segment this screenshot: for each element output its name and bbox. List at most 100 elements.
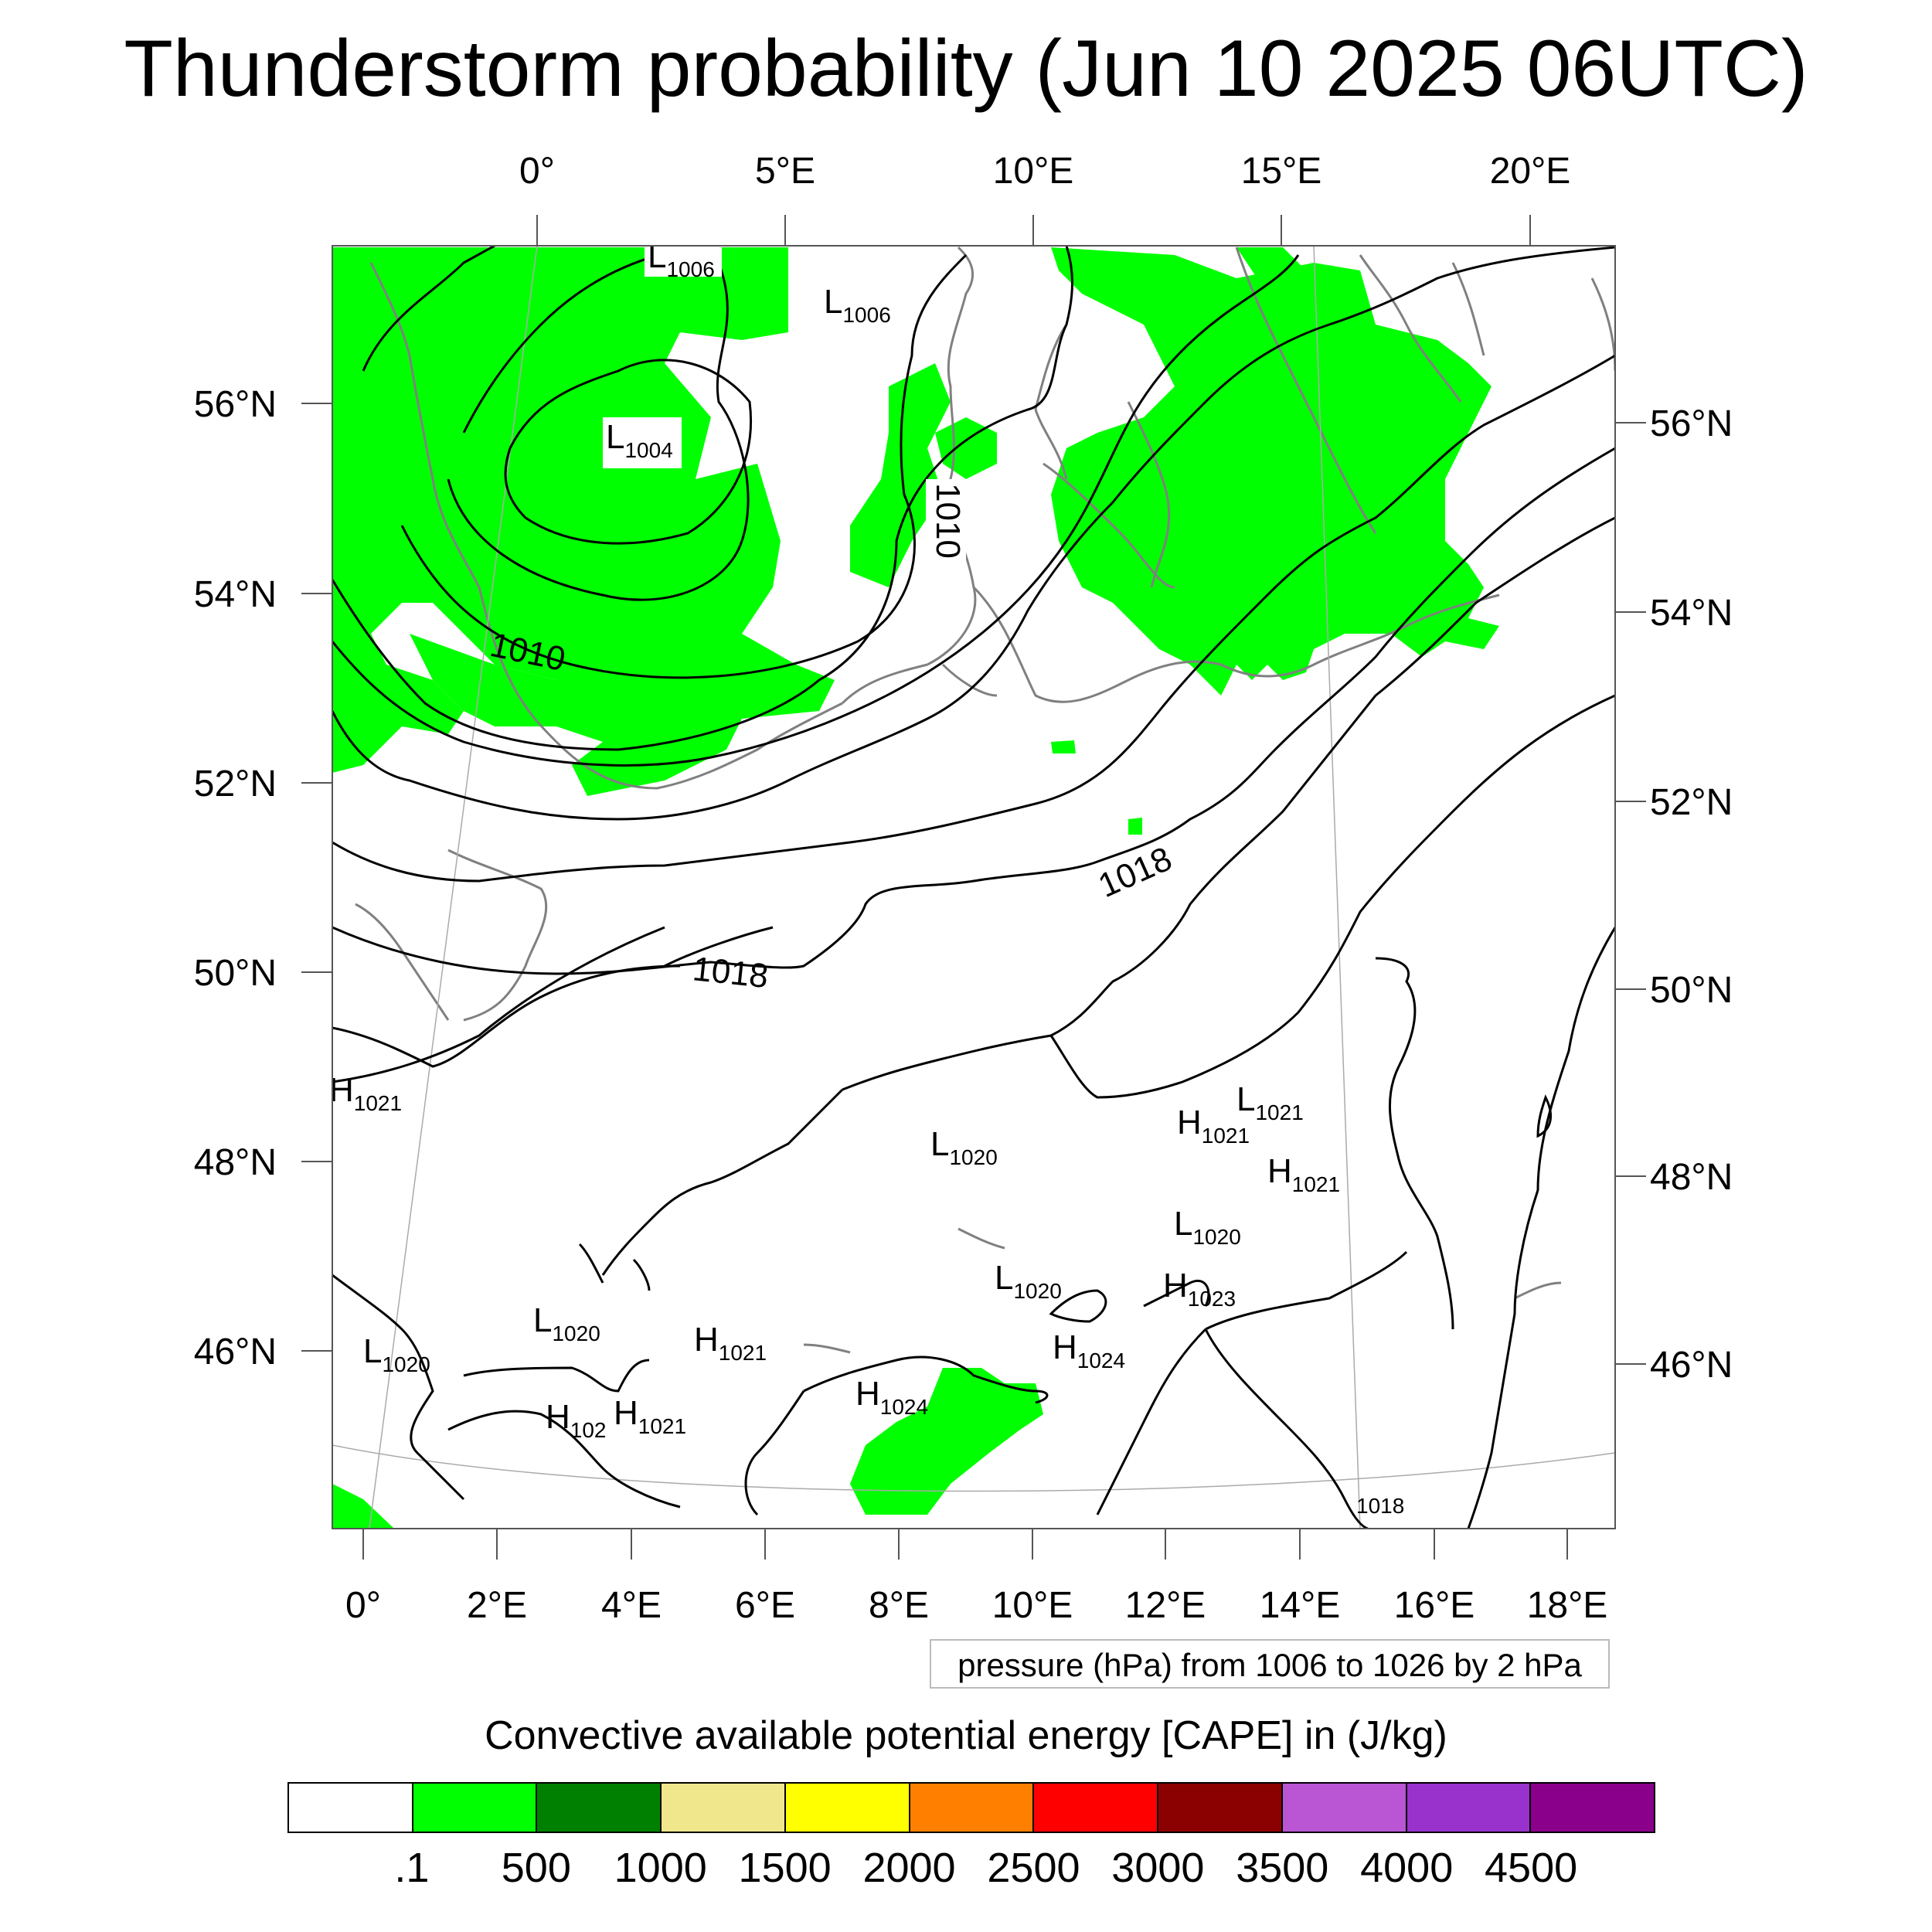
center-letter: H <box>1267 1152 1292 1190</box>
colorbar-box <box>910 1784 1035 1832</box>
bottom-lon-label: 18°E <box>1527 1585 1608 1626</box>
tick-marks <box>301 215 1646 1560</box>
svg-text:L1006: L1006 <box>648 237 715 281</box>
center-letter: H <box>614 1394 638 1432</box>
center-value: 1021 <box>1255 1100 1303 1124</box>
cape-region-alps <box>850 1368 1043 1515</box>
colorbar-labels: .1 500 1000 1500 2000 2500 3000 3500 4000 4500 <box>287 1844 1655 1898</box>
svg-text:L1006: L1006 <box>824 283 891 327</box>
center-letter: L <box>533 1301 552 1339</box>
graticule <box>332 246 1615 1529</box>
colorbar-box <box>1282 1784 1407 1832</box>
page-title: Thunderstorm probability (Jun 10 2025 06… <box>124 24 1808 114</box>
center-value: 1004 <box>624 438 672 462</box>
colorbar-label: 2000 <box>862 1845 956 1891</box>
colorbar-box <box>289 1784 413 1832</box>
svg-text:L1021: L1021 <box>1236 1080 1304 1124</box>
map-frame <box>332 245 1616 1529</box>
left-lat-label: 48°N <box>194 1142 277 1183</box>
cape-region-baltic <box>1051 247 1499 696</box>
svg-text:H1021: H1021 <box>1267 1152 1340 1196</box>
colorbar-label: 2500 <box>987 1845 1080 1891</box>
colorbar-label: 4500 <box>1485 1845 1578 1891</box>
cape-region-north-sea-2 <box>410 634 556 726</box>
svg-text:H1021: H1021 <box>1177 1104 1250 1148</box>
cape-regions <box>332 247 1499 1529</box>
colorbar-label: 1000 <box>614 1845 707 1891</box>
bottom-lon-label: 8°E <box>869 1585 929 1626</box>
center-value: 1020 <box>552 1321 600 1345</box>
center-letter: L <box>648 237 666 275</box>
svg-text:L1004: L1004 <box>606 418 673 462</box>
svg-text:L1020: L1020 <box>930 1125 998 1169</box>
left-lat-label: 56°N <box>194 384 277 425</box>
colorbar-label: 1500 <box>738 1845 832 1891</box>
svg-text:H1023: H1023 <box>1163 1267 1236 1311</box>
center-letter: L <box>363 1332 382 1370</box>
pressure-contour-note: pressure (hPa) from 1006 to 1026 by 2 hP… <box>930 1639 1610 1689</box>
bottom-lon-label: 16°E <box>1394 1585 1475 1626</box>
center-value: 1020 <box>949 1145 997 1169</box>
right-lat-label: 52°N <box>1650 782 1733 823</box>
center-value: 1023 <box>1188 1287 1236 1311</box>
colorbar-box <box>1531 1784 1655 1832</box>
bottom-lon-label: 2°E <box>467 1585 527 1626</box>
colorbar-box <box>1034 1784 1159 1832</box>
svg-text:H1024: H1024 <box>1053 1328 1125 1372</box>
svg-text:H1024: H1024 <box>855 1375 928 1419</box>
legend-title: Convective available potential energy [C… <box>485 1713 1447 1758</box>
top-lon-label: 0° <box>519 151 555 192</box>
top-lon-label: 10°E <box>993 151 1074 192</box>
center-value: 102 <box>570 1418 607 1442</box>
colorbar-box <box>662 1784 786 1832</box>
right-lat-label: 50°N <box>1650 970 1733 1011</box>
bottom-lon-label: 6°E <box>735 1585 795 1626</box>
center-letter: H <box>546 1398 570 1436</box>
center-value: 1021 <box>1202 1124 1250 1148</box>
right-lat-label: 56°N <box>1650 403 1733 444</box>
top-lon-label: 20°E <box>1490 151 1571 192</box>
top-lon-label: 5°E <box>755 151 815 192</box>
cape-region-north-sea <box>332 247 835 796</box>
colorbar-box <box>413 1784 538 1832</box>
svg-text:H1021: H1021 <box>614 1394 686 1438</box>
cape-region-jutland <box>935 417 997 479</box>
isobar-label-1018-west: 1018 <box>691 950 770 995</box>
cape-region-sw-corner <box>332 1484 394 1529</box>
colorbar-label: 3000 <box>1111 1845 1205 1891</box>
left-lat-label: 46°N <box>194 1332 277 1372</box>
center-letter: L <box>824 283 842 321</box>
svg-text:H102: H102 <box>546 1398 607 1442</box>
bottom-lon-label: 0° <box>345 1585 381 1626</box>
cape-region-small-1 <box>1051 740 1076 753</box>
colorbar-label: .1 <box>394 1845 430 1891</box>
center-value: 1006 <box>842 303 890 327</box>
svg-text:L1020: L1020 <box>363 1332 430 1376</box>
cape-region-small-2 <box>1128 818 1142 835</box>
center-letter: L <box>930 1125 949 1163</box>
colorbar-box <box>1158 1784 1283 1832</box>
center-value: 1024 <box>1077 1349 1125 1372</box>
svg-text:L1020: L1020 <box>1174 1205 1241 1249</box>
colorbar-label: 500 <box>501 1845 571 1891</box>
center-value: 1020 <box>1192 1225 1240 1249</box>
isobar-label-1018-east: 1018 <box>1093 840 1177 906</box>
svg-text:L1020: L1020 <box>995 1259 1062 1303</box>
svg-text:H1021: H1021 <box>329 1071 402 1115</box>
center-value: 1024 <box>880 1395 928 1419</box>
center-value: 1020 <box>1013 1279 1061 1303</box>
bottom-lon-label: 4°E <box>601 1585 662 1626</box>
left-lat-label: 54°N <box>194 574 277 615</box>
center-value: 1021 <box>719 1341 767 1365</box>
bottom-lon-label: 10°E <box>992 1585 1073 1626</box>
center-letter: H <box>694 1321 719 1359</box>
top-lon-label: 15°E <box>1241 151 1322 192</box>
svg-text:H1021: H1021 <box>694 1321 767 1365</box>
right-lat-label: 54°N <box>1650 593 1733 634</box>
bottom-lon-label: 12°E <box>1125 1585 1206 1626</box>
colorbar-label: 4000 <box>1360 1845 1454 1891</box>
center-value: 1021 <box>638 1414 686 1438</box>
center-value: 1021 <box>354 1091 402 1115</box>
center-value: 1020 <box>382 1352 430 1376</box>
